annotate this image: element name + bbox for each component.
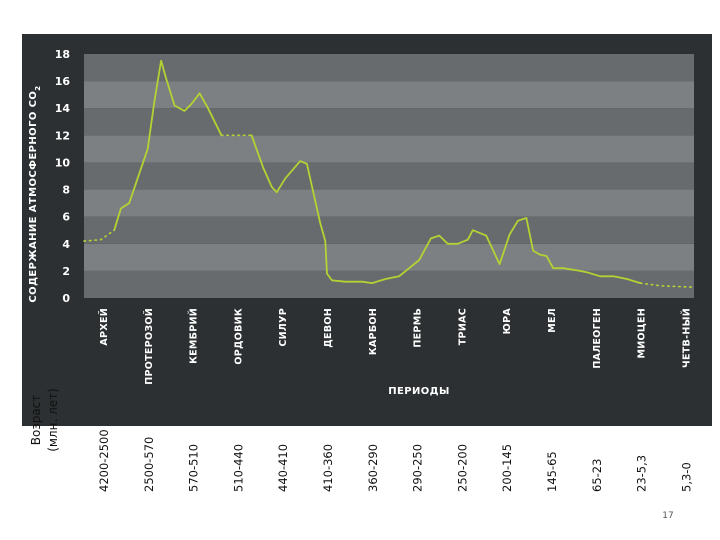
period-age-label: 65-23 xyxy=(590,459,604,492)
y-tick-label: 8 xyxy=(62,184,70,197)
period-label: ПЕРМЬ xyxy=(413,308,424,348)
period-age-label: 200-145 xyxy=(500,444,514,492)
period-label: ЧЕТВ-НЫЙ xyxy=(680,308,692,368)
grid-band xyxy=(84,270,694,298)
co2-line-dotted-segment xyxy=(83,229,115,242)
period-age-label: 2500-570 xyxy=(142,437,156,492)
y-axis-title: СОДЕРЖАНИЕ АТМОСФЕРНОГО CO2 xyxy=(28,85,42,302)
y-tick-label: 4 xyxy=(62,238,70,251)
y-tick-label: 6 xyxy=(62,211,70,224)
period-age-label: 410-360 xyxy=(321,444,335,492)
co2-line-segment xyxy=(113,59,223,232)
period-age-label: 250-200 xyxy=(455,444,469,492)
period-label: КАРБОН xyxy=(368,308,379,355)
period-label: КЕМБРИЙ xyxy=(188,308,200,364)
grid-band xyxy=(84,243,694,271)
period-label: ПРОТЕРОЗОЙ xyxy=(143,308,155,385)
grid-band xyxy=(84,135,694,163)
co2-chart-panel: 0 2 4 6 8 10 12 14 16 18 АРХЕЙ ПРОТЕРОЗОЙ КЕМБРИЙ ОР… xyxy=(22,34,712,426)
grid-band xyxy=(84,189,694,217)
page-number: 17 xyxy=(662,511,673,521)
co2-line-dotted-segment xyxy=(639,282,695,288)
period-label: АРХЕЙ xyxy=(98,308,110,346)
period-label: МИОЦЕН xyxy=(637,308,648,359)
x-axis-title: ПЕРИОДЫ xyxy=(388,386,449,397)
period-label: ПАЛЕОГЕН xyxy=(592,308,603,369)
grid-band xyxy=(84,108,694,136)
period-age-label: 570-510 xyxy=(187,444,201,492)
period-age-label: 23-5,3 xyxy=(635,455,649,492)
co2-line-segment xyxy=(250,134,642,285)
period-age-label: 360-290 xyxy=(366,444,380,492)
period-age-label: 5,3-0 xyxy=(679,462,693,492)
period-age-label: 145-65 xyxy=(545,451,559,492)
grid-band xyxy=(84,54,694,82)
y-tick-label: 16 xyxy=(55,75,71,88)
period-label: ОРДОВИК xyxy=(233,308,244,365)
period-label: МЕЛ xyxy=(547,308,558,333)
y-tick-label: 0 xyxy=(62,292,70,305)
period-age-label: 510-440 xyxy=(231,444,245,492)
grid-band xyxy=(84,216,694,244)
y-tick-label: 2 xyxy=(62,265,70,278)
y-tick-label: 10 xyxy=(55,156,71,169)
period-label: СИЛУР xyxy=(278,308,289,347)
grid-band xyxy=(84,162,694,190)
period-age-label: 440-410 xyxy=(276,444,290,492)
period-label: ТРИАС xyxy=(457,308,468,345)
y-tick-label: 14 xyxy=(55,102,71,115)
period-age-label: 4200-2500 xyxy=(97,429,111,492)
period-label: ЮРА xyxy=(502,308,513,335)
co2-chart: 0 2 4 6 8 10 12 14 16 18 АРХЕЙ ПРОТЕРОЗОЙ КЕМБРИЙ ОР… xyxy=(28,48,695,397)
period-label: ДЕВОН xyxy=(323,308,334,348)
period-age-label: 290-250 xyxy=(411,444,425,492)
y-tick-label: 18 xyxy=(55,48,70,61)
grid-band xyxy=(84,81,694,109)
y-tick-label: 12 xyxy=(55,129,70,142)
